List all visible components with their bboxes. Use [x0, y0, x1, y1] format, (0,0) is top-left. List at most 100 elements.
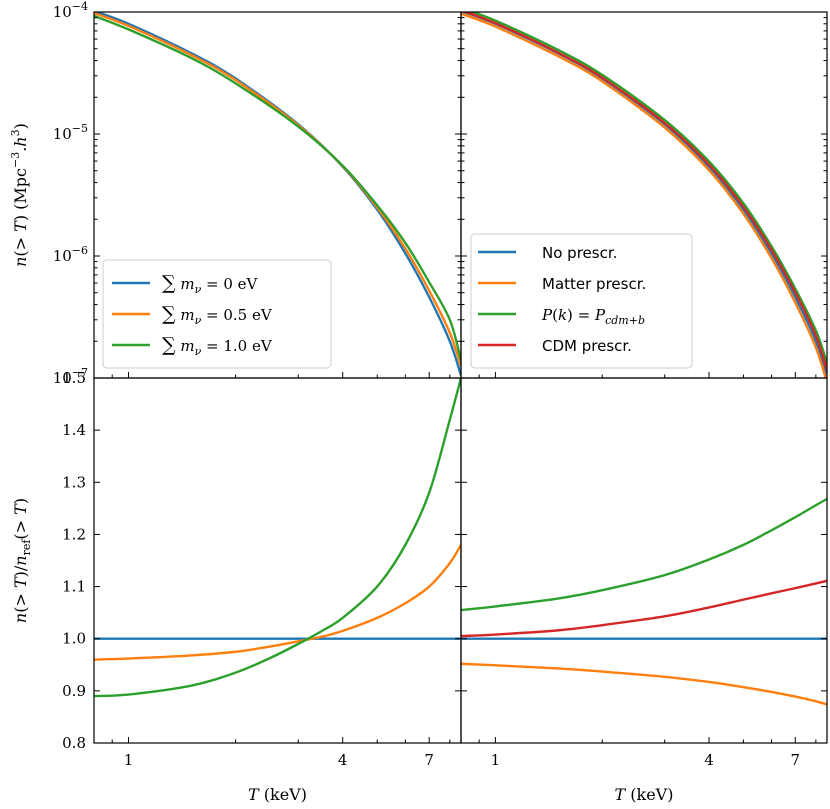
- legend-label: Matter prescr.: [542, 275, 646, 293]
- y-label-T: T: [11, 503, 30, 515]
- series-line-top-right-1: [461, 12, 827, 378]
- y-tick-label: 1.4: [62, 421, 86, 439]
- legend-label: ∑ mν = 0.5 eV: [162, 303, 273, 327]
- legend-sub: ν: [195, 283, 202, 296]
- x-tick-label: 1: [124, 751, 134, 769]
- legend-var: P: [594, 306, 606, 324]
- series-line-bottom-right-3: [461, 579, 827, 638]
- legend-label: No prescr.: [542, 244, 617, 262]
- y-label-n: n: [11, 613, 30, 623]
- legend-box: [470, 233, 693, 369]
- y-tick-exponent: −7: [72, 366, 88, 379]
- series-line-bottom-right-1: [461, 662, 827, 706]
- legend-sub: ν: [195, 345, 202, 358]
- y-label-sup: 3: [9, 129, 22, 136]
- x-tick-label: 4: [704, 751, 714, 769]
- y-tick-base: 10: [53, 369, 72, 387]
- panel-bottom-right-curves: [461, 497, 827, 706]
- y-axis-label-top: n(> T) (Mpc−3.h3): [9, 123, 30, 267]
- legend-part: (: [552, 306, 558, 324]
- y-label-part: .: [11, 147, 30, 152]
- legend-box: [102, 259, 332, 369]
- x-axis-var: T: [615, 785, 627, 804]
- legend-sum-symbol: ∑: [162, 272, 176, 294]
- y-label-part: (>: [11, 515, 30, 540]
- y-label-part: )/: [11, 565, 30, 577]
- legend-var: m: [176, 275, 195, 293]
- y-tick-exponent: −4: [72, 0, 88, 13]
- y-label-part: ): [11, 123, 30, 129]
- panel-frame-bottom-left: [93, 377, 462, 744]
- y-label-sup: −3: [9, 152, 22, 168]
- legend-neutrino-mass: ∑ mν = 0 eV∑ mν = 0.5 eV∑ mν = 1.0 eV: [102, 259, 332, 369]
- x-tick-label: 4: [338, 751, 348, 769]
- legend-sub: cdm+b: [605, 314, 645, 327]
- y-tick-base: 10: [53, 3, 72, 21]
- y-tick-exponent: −5: [72, 122, 88, 135]
- y-tick-label: 1.3: [62, 473, 86, 491]
- y-label-T: T: [11, 220, 30, 232]
- legend-rest: = 0 eV: [201, 275, 258, 293]
- y-tick-label: 1.2: [62, 525, 86, 543]
- legend-var: m: [176, 306, 195, 324]
- y-tick-label: 10−7: [53, 366, 88, 387]
- series-line-bottom-right-2: [461, 497, 827, 612]
- series-line-top-right-2: [469, 12, 827, 364]
- series-line-top-left-2: [94, 14, 461, 361]
- legend-sum-symbol: ∑: [162, 334, 176, 356]
- legend-sub: ν: [195, 314, 202, 327]
- legend-label: ∑ mν = 0 eV: [162, 272, 259, 296]
- y-label-part: (>: [11, 232, 30, 257]
- curves-layer: [94, 12, 827, 706]
- y-label-n: n: [11, 257, 30, 267]
- y-tick-label: 10−4: [53, 0, 88, 21]
- y-label-n: n: [11, 555, 30, 565]
- series-line-bottom-left-1: [94, 544, 461, 661]
- legends-layer: ∑ mν = 0 eV∑ mν = 0.5 eV∑ mν = 1.0 eVNo …: [102, 233, 693, 369]
- y-tick-exponent: −6: [72, 244, 88, 257]
- panel-top-left-curves: [94, 12, 461, 376]
- y-tick-label: 0.9: [62, 682, 86, 700]
- legend-label: CDM prescr.: [542, 337, 632, 355]
- x-axis-unit: (keV): [625, 785, 673, 804]
- x-axis-label-bottom-right: T (keV): [615, 785, 674, 804]
- x-axis-label-bottom-left: T (keV): [248, 785, 307, 804]
- y-label-h: h: [11, 136, 30, 146]
- y-tick-label: 10−6: [53, 244, 88, 265]
- legend-rest: = 1.0 eV: [201, 337, 273, 355]
- series-line-top-right-3: [461, 12, 827, 371]
- legend-var: m: [176, 337, 195, 355]
- y-axis-label-bottom: n(> T)/nref(> T): [11, 498, 33, 623]
- legend-var: k: [558, 306, 567, 324]
- y-tick-label: 1.0: [62, 630, 86, 648]
- panel-top-right-curves: [461, 12, 827, 378]
- legend-rest: = 0.5 eV: [201, 306, 273, 324]
- series-line-bottom-left-2: [94, 378, 461, 698]
- x-tick-label: 1: [491, 751, 501, 769]
- x-axis-var: T: [248, 785, 260, 804]
- y-label-part: ): [11, 498, 30, 504]
- x-tick-label: 7: [424, 751, 434, 769]
- legend-part: ) =: [567, 306, 595, 324]
- y-tick-base: 10: [53, 125, 72, 143]
- panel-frame-bottom-right: [460, 377, 828, 744]
- x-axis-unit: (keV): [259, 785, 307, 804]
- y-label-sub: ref: [20, 539, 33, 556]
- legend-sum-symbol: ∑: [162, 303, 176, 325]
- x-tick-label: 7: [791, 751, 801, 769]
- axes-layer: 1 4 7T (keV)1 4 7T (keV)10−410−510−610−70.80…: [9, 0, 828, 804]
- legend-prescription: No prescr.Matter prescr.P(k) = Pcdm+bCDM…: [470, 233, 693, 369]
- legend-var: P: [541, 306, 553, 324]
- y-label-part: ) (Mpc: [11, 168, 30, 221]
- y-tick-label: 1.5: [62, 369, 86, 387]
- legend-label: P(k) = Pcdm+b: [541, 306, 645, 327]
- y-label-T: T: [11, 576, 30, 588]
- panel-bottom-left-curves: [94, 378, 461, 698]
- y-label-part: (>: [11, 588, 30, 613]
- y-tick-label: 10−5: [53, 122, 88, 143]
- legend-label: ∑ mν = 1.0 eV: [162, 334, 273, 358]
- y-tick-base: 10: [53, 247, 72, 265]
- y-tick-label: 1.1: [62, 578, 86, 596]
- y-tick-label: 0.8: [62, 734, 86, 752]
